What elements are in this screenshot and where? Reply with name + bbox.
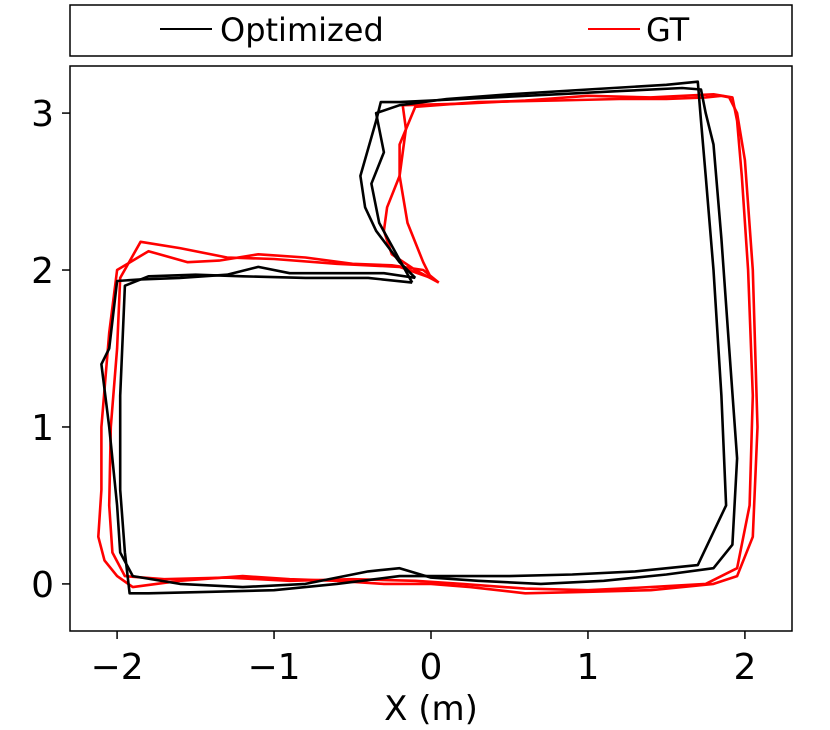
- series-optimized-lap-1: [100, 86, 739, 589]
- y-tick-label: 2: [31, 251, 54, 292]
- y-tick-label: 1: [31, 408, 54, 449]
- legend: Optimized GT: [69, 4, 793, 57]
- x-tick-label: −2: [91, 647, 144, 688]
- x-axis: −2 −1 0 1 2: [91, 631, 756, 688]
- x-tick-label: 1: [577, 647, 600, 688]
- legend-box: [69, 4, 793, 57]
- series-gt-lap-1: [97, 94, 759, 595]
- x-tick-label: 2: [733, 647, 756, 688]
- y-axis: 0 1 2 3: [31, 94, 70, 606]
- y-tick-label: 3: [31, 94, 54, 135]
- series-group: [97, 80, 759, 595]
- x-axis-label: X (m): [384, 689, 478, 729]
- plot-area: [69, 65, 793, 632]
- series-optimized-lap-2: [118, 80, 728, 595]
- legend-label-gt: GT: [646, 11, 690, 49]
- x-tick-label: 0: [420, 647, 443, 688]
- y-tick-label: 0: [31, 565, 54, 606]
- legend-label-optimized: Optimized: [220, 11, 384, 49]
- x-tick-label: −1: [248, 647, 301, 688]
- series-gt-lap-2: [107, 93, 755, 592]
